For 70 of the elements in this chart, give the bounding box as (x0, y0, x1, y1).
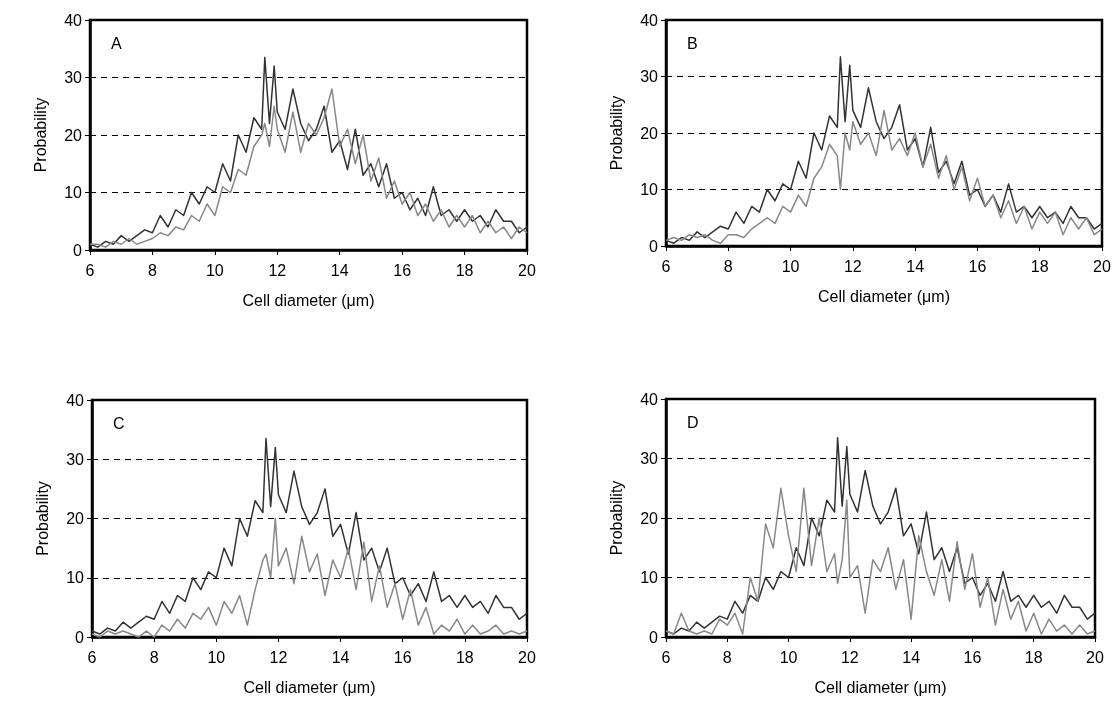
y-tick-label: 10 (640, 569, 659, 586)
x-tick-label: 16 (968, 257, 987, 275)
y-tick-label: 10 (66, 569, 85, 587)
x-tick-label: 8 (147, 261, 157, 279)
y-tick-label: 20 (640, 509, 659, 527)
y-axis-title: Probability (607, 95, 625, 171)
line-series (89, 88, 528, 248)
line-series (91, 437, 528, 635)
y-tick-label: 30 (66, 450, 85, 468)
x-axis-title: Cell diameter (μm) (814, 678, 947, 696)
x-tick-label: 12 (843, 257, 862, 275)
x-tick-label: 8 (722, 648, 732, 666)
y-tick-label: 20 (64, 126, 83, 144)
y-tick-label: 10 (64, 184, 83, 201)
x-tick-label: 14 (331, 648, 350, 666)
x-tick-label: 8 (149, 648, 159, 666)
x-tick-label: 10 (205, 261, 224, 279)
text: D (687, 413, 699, 431)
x-tick-label: 10 (207, 648, 226, 666)
x-tick-label: 18 (1024, 648, 1043, 666)
x-tick-label: 18 (455, 648, 474, 666)
x-tick-label: 12 (840, 648, 859, 666)
line-series (665, 109, 1103, 244)
x-tick-label: 20 (1086, 648, 1104, 666)
x-tick-label: 12 (268, 261, 287, 279)
y-tick-label: 40 (640, 390, 659, 408)
x-tick-label: 20 (518, 648, 536, 666)
y-tick-label: 40 (66, 391, 85, 409)
x-tick-label: 16 (393, 648, 412, 666)
x-tick-label: 6 (661, 257, 671, 275)
y-tick-label: 40 (640, 11, 659, 29)
x-tick-label: 16 (393, 261, 412, 279)
y-tick-label: 0 (649, 237, 659, 255)
line-series (665, 487, 1096, 635)
x-tick-label: 12 (269, 648, 288, 666)
line-series (89, 56, 528, 248)
y-tick-label: 30 (640, 68, 659, 85)
y-tick-label: 0 (649, 628, 659, 646)
y-axis-title: Probability (607, 480, 625, 556)
x-axis-title: Cell diameter (μm) (818, 287, 950, 305)
x-tick-label: 6 (661, 648, 671, 666)
y-tick-label: 20 (66, 510, 85, 527)
y-axis-title: Probability (33, 481, 51, 556)
x-tick-label: 8 (723, 257, 733, 275)
x-tick-label: 6 (85, 261, 95, 279)
x-tick-label: 14 (330, 261, 349, 279)
x-tick-label: 6 (87, 648, 97, 666)
x-axis-title: Cell diameter (μm) (243, 678, 376, 696)
x-tick-label: 18 (455, 261, 474, 279)
line-series (665, 55, 1103, 244)
x-tick-label: 14 (902, 648, 921, 666)
x-tick-label: 20 (518, 261, 536, 279)
y-tick-label: 10 (640, 181, 659, 198)
x-tick-label: 14 (906, 257, 925, 275)
x-tick-label: 20 (1093, 257, 1111, 275)
x-tick-label: 10 (779, 648, 798, 666)
x-tick-label: 18 (1030, 257, 1049, 275)
y-tick-label: 20 (640, 124, 659, 142)
y-axis-title: Probability (31, 97, 49, 173)
text: A (111, 34, 122, 52)
y-tick-label: 0 (73, 241, 83, 259)
y-tick-label: 0 (75, 628, 85, 646)
x-tick-label: 16 (963, 648, 982, 666)
x-axis-title: Cell diameter (μm) (242, 291, 375, 309)
y-tick-label: 30 (640, 450, 659, 467)
text: C (113, 414, 125, 432)
text: B (687, 34, 698, 52)
y-tick-label: 30 (64, 69, 83, 86)
y-tick-label: 40 (64, 11, 83, 29)
x-tick-label: 10 (781, 257, 800, 275)
